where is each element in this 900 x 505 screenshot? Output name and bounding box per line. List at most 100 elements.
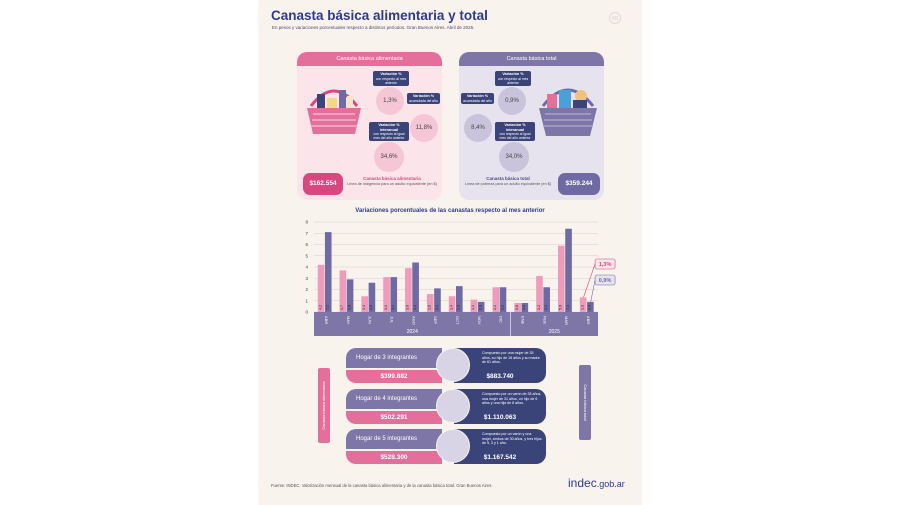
bar-cbt <box>477 301 485 312</box>
bar-cbt <box>499 287 507 312</box>
household-row: Hogar de 4 integrantes Compuesto por un … <box>346 389 546 425</box>
data-label: 2,1 <box>435 305 439 310</box>
cba-panel-header: Canasta básica alimentaria <box>297 52 442 66</box>
bar-cbt <box>587 301 594 312</box>
bar-cbt <box>346 279 354 312</box>
cbt-panel: Canasta básica total Variación % con resp… <box>459 52 604 200</box>
bar-cba <box>448 296 456 312</box>
household-cba-value: $399.882 <box>346 370 442 383</box>
data-label: 1,1 <box>471 305 475 310</box>
bar-cbt <box>368 282 376 312</box>
data-label: 4,4 <box>413 305 417 310</box>
y-tick-label: 3 <box>305 276 308 281</box>
data-label: 2,2 <box>500 305 504 310</box>
x-tick-label: OCT <box>455 316 460 325</box>
bar-cbt <box>565 228 572 312</box>
data-label: 1,4 <box>449 305 453 310</box>
cbt-description: Canasta básica total Línea de pobreza par… <box>464 176 552 186</box>
source-note: Fuente: INDEC. Valorización mensual de l… <box>271 483 493 488</box>
bar-cba <box>426 294 434 312</box>
x-tick-label: ABR <box>324 316 329 324</box>
cba-description: Canasta básica alimentaria Línea de indig… <box>347 176 437 186</box>
household-cba-value: $502.291 <box>346 411 442 424</box>
bar-cba <box>361 296 369 312</box>
data-label: 2,3 <box>457 305 461 310</box>
x-tick-label: MAR <box>564 316 569 325</box>
x-tick-label: ENE <box>521 316 526 325</box>
cba-accum-value: 11,8% <box>410 114 438 142</box>
household-name: Hogar de 5 integrantes <box>346 429 442 449</box>
bar-cbt <box>390 277 398 312</box>
data-label: 3,7 <box>340 305 344 310</box>
y-tick-label: 0 <box>305 310 308 315</box>
y-tick-label: 8 <box>305 220 308 225</box>
x-axis-band <box>314 312 598 336</box>
family-icon <box>436 429 470 463</box>
bar-cbt <box>456 286 463 312</box>
cbt-yoy-value: 34,0% <box>499 142 529 172</box>
cbt-accum-value: 8,4% <box>464 114 492 142</box>
callout-line <box>590 279 596 302</box>
data-label: 0,9 <box>478 305 482 310</box>
data-label: 4,2 <box>318 305 322 310</box>
data-label: 1,3 <box>580 305 584 310</box>
data-label: 3,1 <box>391 305 395 310</box>
bar-cba <box>383 277 390 312</box>
bar-cba <box>470 299 478 312</box>
cba-price: $162.554 <box>303 173 343 195</box>
data-label: 3,9 <box>406 305 410 310</box>
indec-logo: indec.gob.ar <box>568 476 625 490</box>
data-label: 2,6 <box>369 305 373 310</box>
year-label: 2024 <box>407 329 418 335</box>
y-tick-label: 2 <box>305 287 308 292</box>
x-tick-label: JUN <box>368 316 373 324</box>
page-subtitle: En pesos y variaciones porcentuales resp… <box>272 25 475 30</box>
x-tick-label: FEB <box>542 316 547 324</box>
y-tick-label: 7 <box>305 231 308 236</box>
cba-yoy-tag: Variación % interanual con respecto al ig… <box>369 122 409 142</box>
data-label: 7,4 <box>566 305 570 310</box>
callout-label: 0,9% <box>599 278 612 284</box>
data-label: 2,9 <box>347 305 351 310</box>
y-tick-label: 6 <box>305 242 308 247</box>
bar-cba <box>405 268 412 312</box>
x-tick-label: AGO <box>411 316 416 325</box>
cbt-panel-header: Canasta básica total <box>459 52 604 66</box>
household-row: Hogar de 3 integrantes Compuesto por una… <box>346 348 546 384</box>
data-label: 2,2 <box>493 305 497 310</box>
x-tick-label: NOV <box>477 316 482 325</box>
bar-cbt <box>412 262 419 312</box>
page-title: Canasta básica alimentaria y total <box>271 8 488 23</box>
y-tick-label: 4 <box>305 265 308 270</box>
bar-cbt <box>434 288 441 312</box>
data-label: 3,1 <box>384 305 388 310</box>
cbt-monthly-tag: Variación % con respecto al mes anterior <box>495 71 531 86</box>
x-tick-label: SEP <box>433 316 438 324</box>
data-label: 0,9 <box>588 305 592 310</box>
total-basket-icon <box>539 88 597 136</box>
cba-monthly-tag: Variación % con respecto al mes anterior <box>373 71 409 86</box>
cba-yoy-value: 34,6% <box>374 142 404 172</box>
indec-emblem-icon <box>609 12 621 24</box>
household-cbt-value: $1.167.542 <box>454 451 546 464</box>
bar-cba <box>558 245 565 312</box>
household-cbt-value: $883.740 <box>454 370 546 383</box>
year-label: 2025 <box>549 329 560 335</box>
cbt-accum-tag: Variación % acumulada del año <box>461 93 494 104</box>
family-icon <box>436 348 470 382</box>
data-label: 1,6 <box>428 305 432 310</box>
bar-cba <box>339 270 347 312</box>
household-name: Hogar de 4 integrantes <box>346 389 442 409</box>
y-tick-label: 1 <box>305 298 308 303</box>
bar-cba <box>579 297 587 312</box>
cbt-yoy-tag: Variación % interanual con respecto al ig… <box>495 122 535 142</box>
cba-monthly-value: 1,3% <box>376 87 404 115</box>
family-icon <box>436 389 470 423</box>
x-tick-label: MAY <box>346 316 351 325</box>
data-label: 2,2 <box>544 305 548 310</box>
x-tick-label: DIC <box>499 316 504 323</box>
data-label: 0,8 <box>522 305 526 310</box>
x-tick-label: JUL <box>389 316 394 324</box>
bar-cbt <box>543 287 550 312</box>
